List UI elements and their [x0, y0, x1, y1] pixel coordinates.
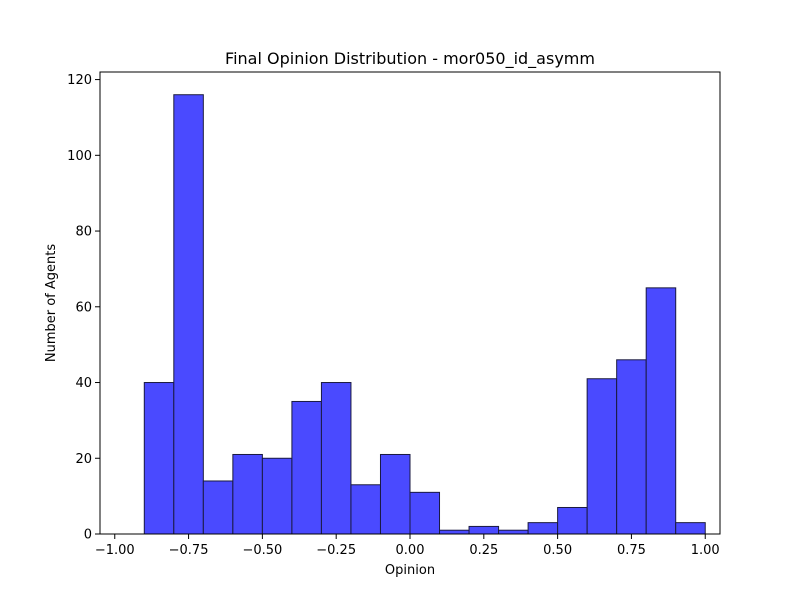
histogram-bar [232, 453, 263, 535]
histogram-bar [498, 529, 529, 535]
x-tick-label: 0.25 [469, 543, 498, 558]
histogram-bar [173, 94, 204, 535]
x-tick-label: −1.00 [95, 543, 135, 558]
histogram-bar [409, 491, 441, 535]
y-tick-label: 40 [75, 376, 92, 391]
x-tick-label: −0.50 [242, 543, 282, 558]
y-axis-ticks: 0 20 40 60 80 100 120 [67, 73, 100, 543]
histogram-bar [675, 522, 706, 535]
histogram-bar [143, 382, 175, 535]
histogram-bar [527, 522, 559, 535]
y-tick-label: 100 [67, 149, 92, 164]
histogram-bar [320, 382, 352, 535]
chart-title: Final Opinion Distribution - mor050_id_a… [225, 49, 595, 69]
y-tick-label: 20 [75, 452, 92, 467]
x-tick-label: 0.00 [396, 543, 425, 558]
x-tick-label: −0.75 [169, 543, 209, 558]
x-axis-label: Opinion [385, 563, 435, 578]
histogram-bar [350, 484, 381, 535]
histogram-bar [468, 525, 500, 535]
y-tick-label: 120 [67, 73, 92, 88]
histogram-bar [202, 480, 234, 535]
x-tick-label: 0.75 [617, 543, 646, 558]
x-tick-label: 1.00 [691, 543, 720, 558]
y-axis-label: Number of Agents [44, 244, 59, 362]
x-axis-ticks: −1.00 −0.75 −0.50 −0.25 0.00 0.25 0.50 0.75 1.00 [95, 534, 720, 558]
histogram-bar [291, 400, 322, 535]
histogram-bar [261, 457, 293, 535]
bars-group [143, 94, 706, 535]
histogram-bar [379, 453, 411, 535]
x-tick-label: −0.25 [316, 543, 356, 558]
y-tick-label: 60 [75, 300, 92, 315]
histogram-bar [557, 506, 588, 535]
histogram-bar [439, 529, 470, 535]
x-tick-label: 0.50 [543, 543, 572, 558]
histogram-bar [645, 287, 677, 535]
histogram-bar [586, 378, 618, 535]
y-tick-label: 80 [75, 225, 92, 240]
y-tick-label: 0 [84, 528, 92, 543]
histogram-bar [616, 359, 647, 535]
